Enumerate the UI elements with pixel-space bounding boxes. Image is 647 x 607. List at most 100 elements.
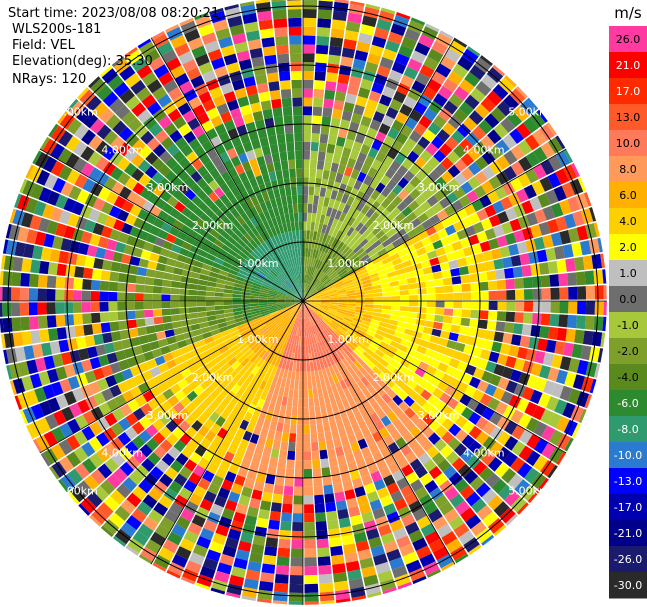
range-gate (431, 135, 445, 150)
range-gate (136, 64, 153, 80)
range-gate (361, 566, 377, 578)
range-gate (241, 332, 252, 340)
range-gate (330, 273, 339, 281)
range-gate (353, 244, 362, 254)
range-gate (254, 214, 263, 225)
range-gate (144, 276, 155, 286)
range-gate (108, 301, 118, 312)
range-gate (364, 289, 374, 295)
range-gate (532, 129, 548, 146)
range-gate (28, 288, 38, 301)
range-gate (278, 368, 285, 378)
range-gate (426, 250, 438, 260)
range-gate (254, 319, 264, 326)
range-gate (359, 366, 369, 377)
range-gate (503, 451, 518, 468)
range-gate (308, 186, 315, 196)
range-gate (441, 269, 452, 279)
range-gate (267, 302, 277, 305)
range-gate (517, 347, 529, 360)
range-gate (370, 200, 381, 212)
range-gate (232, 175, 243, 187)
range-gate (134, 464, 150, 479)
range-gate (305, 345, 309, 355)
range-gate (473, 367, 485, 380)
range-gate (298, 318, 302, 328)
range-gate (347, 353, 357, 363)
range-gate (310, 150, 318, 161)
range-gate (191, 419, 203, 432)
range-gate (336, 136, 346, 147)
range-gate (42, 384, 56, 400)
range-gate (289, 249, 294, 259)
range-gate (96, 124, 112, 140)
range-gate (500, 390, 514, 405)
range-gate (251, 452, 262, 464)
range-gate (110, 331, 122, 342)
range-gate (443, 508, 460, 523)
range-gate (21, 331, 33, 346)
range-gate (284, 414, 291, 425)
range-gate (383, 503, 397, 516)
range-gate (421, 354, 433, 365)
range-gate (288, 601, 303, 605)
range-gate (9, 208, 17, 224)
range-gate (187, 342, 198, 352)
range-gate (215, 382, 227, 394)
range-gate (392, 394, 404, 406)
range-gate (214, 175, 226, 187)
range-gate (279, 404, 287, 415)
range-gate (472, 389, 485, 402)
range-gate (285, 302, 295, 306)
range-gate (349, 253, 358, 262)
range-gate (207, 373, 218, 384)
range-gate (328, 236, 335, 246)
range-gate (126, 301, 136, 311)
range-gate (349, 229, 359, 239)
range-gate (316, 284, 325, 291)
range-gate (96, 378, 109, 391)
range-gate (304, 530, 316, 540)
range-gate (253, 480, 265, 492)
range-gate (342, 259, 351, 268)
range-gate (88, 134, 103, 151)
range-gate (492, 200, 505, 214)
range-gate (337, 308, 347, 313)
range-gate (314, 240, 319, 250)
range-gate (382, 296, 392, 301)
range-gate (55, 366, 68, 381)
range-gate (336, 328, 345, 337)
range-gate (427, 342, 438, 352)
range-gate (289, 44, 302, 54)
range-gate (270, 393, 278, 404)
range-gate (317, 286, 326, 293)
range-gate (392, 368, 404, 379)
range-gate (438, 107, 453, 122)
range-gate (39, 329, 50, 343)
range-gate (351, 256, 361, 265)
range-gate (211, 57, 226, 70)
range-gate (342, 276, 352, 283)
range-gate (210, 423, 222, 435)
range-gate (547, 172, 562, 189)
range-gate (135, 318, 146, 328)
range-gate (454, 158, 468, 173)
range-gate (398, 401, 410, 413)
range-gate (277, 329, 284, 339)
range-gate (275, 169, 283, 180)
range-gate (397, 248, 408, 258)
range-gate (433, 369, 445, 380)
range-gate (504, 435, 519, 451)
range-gate (549, 313, 560, 327)
range-gate (408, 529, 424, 543)
range-gate (409, 176, 422, 188)
range-gate (253, 345, 262, 354)
range-gate (243, 282, 253, 288)
range-gate (43, 448, 59, 465)
range-gate (220, 265, 231, 273)
range-gate (243, 478, 255, 490)
range-gate (303, 294, 309, 301)
range-gate (310, 344, 315, 354)
range-gate (432, 239, 444, 250)
